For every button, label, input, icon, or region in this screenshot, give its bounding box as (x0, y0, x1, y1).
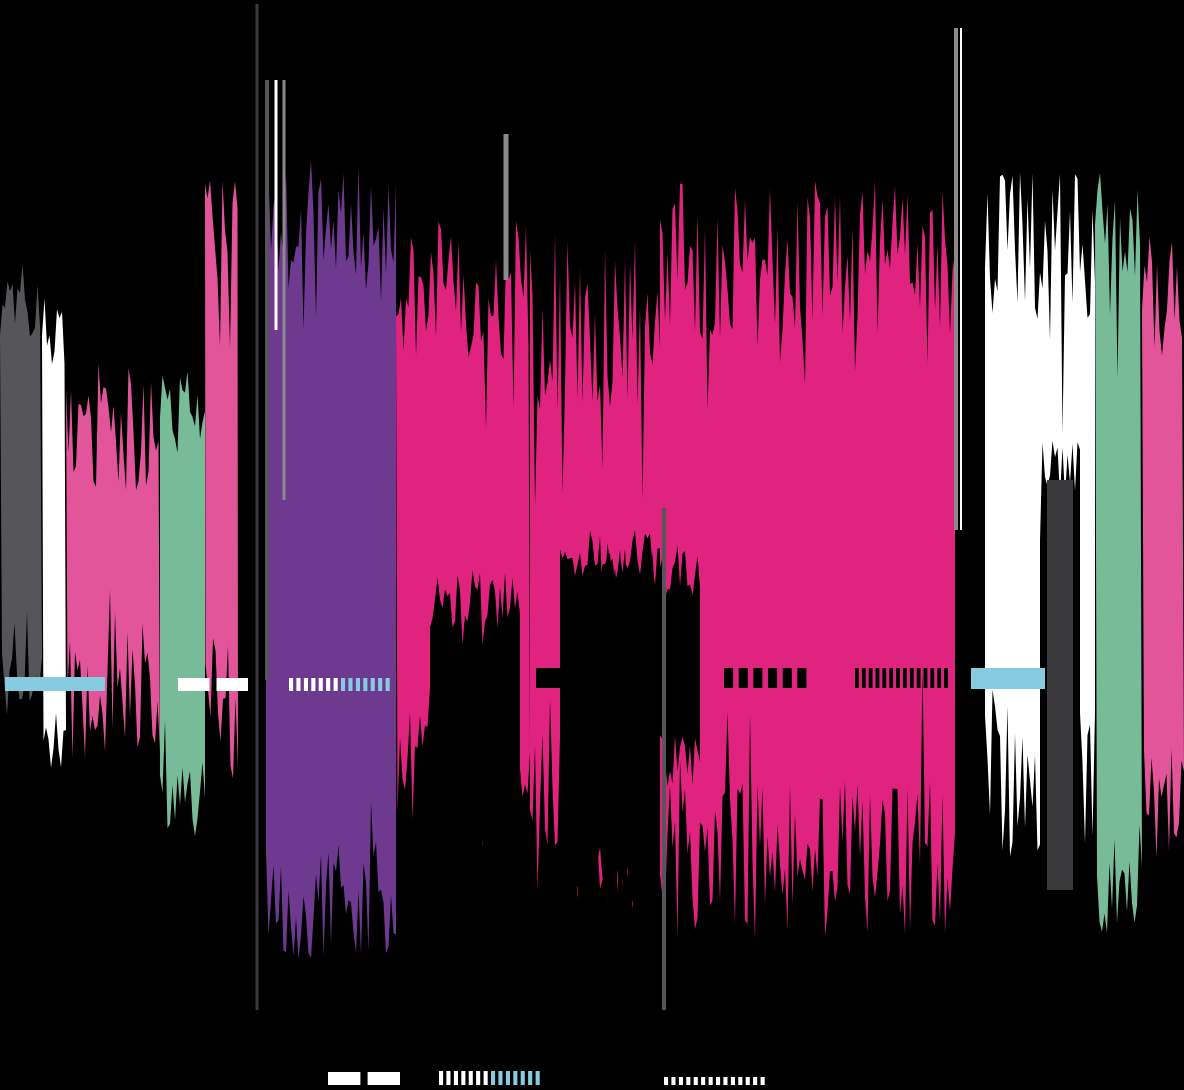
legend-white-blue-dashes-0 (439, 1071, 444, 1085)
pink-band-left-2 (205, 180, 238, 779)
white-blue-dashes-7 (341, 678, 346, 691)
black-fine-dashes-6 (896, 668, 900, 688)
blue-solid-bar-left (5, 677, 105, 691)
vertical-line-7 (960, 28, 962, 530)
legend-white-dots-2 (678, 1077, 683, 1085)
legend-white-blue-dashes-3 (461, 1071, 466, 1085)
vertical-line-1 (265, 80, 269, 680)
black-block-dashes-0 (724, 668, 734, 688)
black-block-dashes-4 (782, 668, 792, 688)
black-fine-dashes-13 (944, 668, 948, 688)
legend-white-double-b (367, 1072, 400, 1085)
black-block-dashes-3 (768, 668, 778, 688)
legend-white-dots-0 (664, 1077, 669, 1085)
legend-white-dots-7 (716, 1077, 721, 1085)
pink-band-left (66, 363, 160, 758)
white-blue-dashes-5 (326, 678, 331, 691)
vertical-line-2 (274, 80, 278, 330)
legend-white-dots-1 (671, 1077, 676, 1085)
green-band-left (160, 371, 205, 837)
white-blue-dashes-6 (333, 678, 338, 691)
black-fine-dashes-8 (909, 668, 914, 688)
gray-band (0, 263, 42, 716)
white-blue-dashes-12 (378, 678, 383, 691)
legend-white-blue-dashes-10 (513, 1071, 518, 1085)
legend-white-blue-dashes-1 (446, 1071, 451, 1085)
legend-white-dots-6 (708, 1077, 713, 1085)
legend-white-double-a (328, 1072, 361, 1085)
vertical-line-8 (1047, 480, 1073, 890)
legend-white-dots-10 (738, 1077, 743, 1085)
black-block-dashes-5 (797, 668, 807, 688)
legend-white-dots-5 (701, 1077, 706, 1085)
black-fine-dashes-1 (861, 668, 866, 688)
legend-white-blue-dashes-5 (476, 1071, 481, 1085)
marker-bars (5, 668, 1045, 1085)
white-double-bar-a (178, 678, 210, 691)
legend-white-blue-dashes-13 (535, 1071, 540, 1085)
legend-white-blue-dashes-2 (453, 1071, 458, 1085)
vertical-lines (255, 4, 1073, 1010)
white-blue-dashes-4 (318, 678, 323, 691)
black-fine-dashes-5 (889, 668, 894, 688)
black-fine-dashes-7 (903, 668, 907, 688)
black-block-dashes-2 (753, 668, 763, 688)
pink-band-right (1142, 236, 1184, 858)
black-fine-dashes-10 (923, 668, 928, 688)
legend-white-dots-4 (693, 1077, 698, 1085)
white-blue-dashes-11 (370, 678, 375, 691)
white-blue-dashes-3 (311, 678, 316, 691)
black-fine-dashes-4 (882, 668, 887, 688)
white-blue-dashes-10 (363, 678, 368, 691)
legend-white-blue-dashes-12 (528, 1071, 533, 1085)
magenta-band-3 (660, 180, 955, 940)
shadow-notch-2 (600, 545, 700, 787)
black-fine-dashes-2 (868, 668, 873, 688)
legend-white-blue-dashes-7 (491, 1071, 496, 1085)
legend-white-dots-12 (753, 1077, 758, 1085)
legend-white-blue-dashes-11 (520, 1071, 525, 1085)
black-double-bar-b (582, 668, 620, 688)
legend-white-blue-dashes-8 (498, 1071, 503, 1085)
black-fine-dashes-0 (855, 668, 859, 688)
vertical-line-3 (282, 80, 286, 500)
shadow-notch-0 (430, 570, 520, 929)
legend-white-blue-dashes-9 (505, 1071, 510, 1085)
black-fine-dashes-9 (916, 668, 921, 688)
vertical-line-6 (954, 28, 958, 530)
legend-white-blue-dashes-4 (468, 1071, 473, 1085)
vertical-line-5 (662, 508, 666, 1010)
white-blue-dashes-8 (348, 678, 353, 691)
white-blue-dashes-13 (385, 678, 390, 691)
legend-white-dots-9 (730, 1077, 735, 1085)
green-band-right (1095, 172, 1142, 933)
vertical-line-4 (503, 134, 509, 280)
black-double-bar-a (536, 668, 574, 688)
purple-band (266, 160, 396, 960)
white-blue-dashes-0 (289, 678, 294, 691)
black-fine-dashes-11 (930, 668, 935, 688)
white-blue-dashes-9 (355, 678, 360, 691)
vertical-line-0 (255, 4, 259, 1010)
legend-white-dots-8 (723, 1077, 728, 1085)
white-double-bar-b (216, 678, 248, 691)
white-band-left (42, 298, 66, 768)
black-block-dashes-1 (738, 668, 748, 688)
white-blue-dashes-1 (296, 678, 301, 691)
legend-white-dots-13 (760, 1077, 765, 1085)
black-fine-dashes-3 (875, 668, 880, 688)
white-blue-dashes-2 (303, 678, 308, 691)
waveform-bands (0, 160, 1184, 960)
black-fine-dashes-12 (937, 668, 942, 688)
legend-white-dots-11 (745, 1077, 750, 1085)
legend-white-blue-dashes-6 (483, 1071, 488, 1085)
legend-white-dots-3 (686, 1077, 691, 1085)
blue-solid-bar-right (971, 668, 1045, 689)
